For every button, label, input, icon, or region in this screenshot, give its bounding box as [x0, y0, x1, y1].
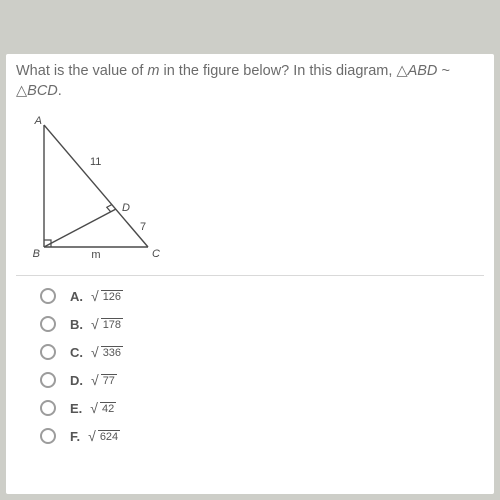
question-mid: in the figure below? In this diagram,: [159, 63, 396, 79]
radio-icon: [40, 288, 56, 304]
radicand: 126: [101, 290, 123, 303]
svg-text:m: m: [91, 249, 100, 261]
triangle-1: △: [396, 63, 407, 79]
radical-icon: √: [88, 428, 96, 444]
question-prefix: What is the value of: [16, 63, 147, 79]
answer-choices: A.√126B.√178C.√336D.√77E.√42F.√624: [16, 288, 484, 444]
radicand: 178: [101, 318, 123, 331]
figure: A B C D 11 7 m: [16, 115, 484, 265]
svg-text:11: 11: [90, 156, 101, 168]
sim-tri-1: ABD: [408, 63, 438, 79]
radio-icon: [40, 344, 56, 360]
radicand: 77: [101, 374, 117, 387]
choice-letter: E.: [70, 401, 82, 416]
choice-e[interactable]: E. √42: [40, 400, 484, 416]
triangle-2: △: [16, 83, 27, 99]
radical-icon: √: [91, 316, 99, 332]
radical-icon: √: [91, 372, 99, 388]
question-var: m: [147, 63, 159, 79]
choice-letter: D.: [70, 373, 83, 388]
choice-text: D. √77: [70, 372, 117, 388]
choice-b[interactable]: B. √178: [40, 316, 484, 332]
radicand: 336: [101, 346, 123, 359]
choice-text: E. √42: [70, 400, 116, 416]
radical-icon: √: [90, 400, 98, 416]
tilde: ~: [437, 63, 450, 79]
figure-svg: A B C D 11 7 m: [16, 115, 216, 265]
radio-icon: [40, 316, 56, 332]
choice-text: B. √178: [70, 316, 123, 332]
svg-text:A: A: [34, 115, 42, 127]
radio-icon: [40, 372, 56, 388]
choice-letter: B.: [70, 317, 83, 332]
radio-icon: [40, 400, 56, 416]
svg-text:D: D: [122, 202, 130, 214]
divider: [16, 275, 484, 276]
svg-text:C: C: [152, 248, 160, 260]
choice-d[interactable]: D. √77: [40, 372, 484, 388]
choice-letter: F.: [70, 429, 80, 444]
question-card: What is the value of m in the figure bel…: [6, 54, 494, 494]
choice-text: A. √126: [70, 288, 123, 304]
question-suffix: .: [58, 83, 62, 99]
choice-c[interactable]: C. √336: [40, 344, 484, 360]
radicand: 624: [98, 430, 120, 443]
choice-letter: C.: [70, 345, 83, 360]
svg-text:B: B: [33, 248, 40, 260]
choice-text: C. √336: [70, 344, 123, 360]
radical-icon: √: [91, 288, 99, 304]
radicand: 42: [100, 402, 116, 415]
choice-f[interactable]: F. √624: [40, 428, 484, 444]
svg-text:7: 7: [140, 221, 146, 233]
sim-tri-2: BCD: [27, 83, 58, 99]
choice-letter: A.: [70, 289, 83, 304]
radio-icon: [40, 428, 56, 444]
question-text: What is the value of m in the figure bel…: [16, 62, 484, 101]
radical-icon: √: [91, 344, 99, 360]
choice-text: F. √624: [70, 428, 120, 444]
choice-a[interactable]: A. √126: [40, 288, 484, 304]
